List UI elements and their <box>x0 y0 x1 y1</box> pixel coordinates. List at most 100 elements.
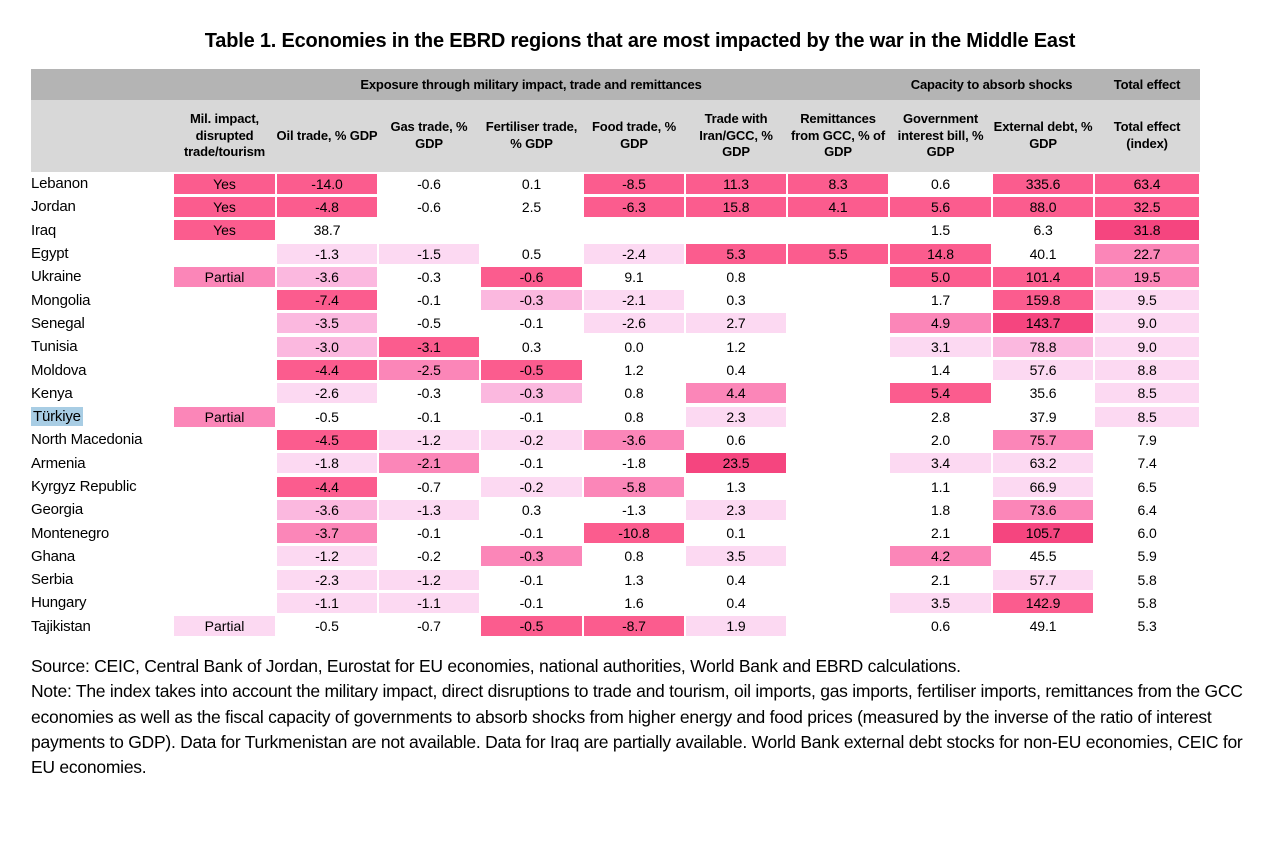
data-cell: 5.9 <box>1094 545 1200 568</box>
data-cell: 31.8 <box>1094 219 1200 242</box>
cell-value <box>174 546 275 567</box>
cell-value: -14.0 <box>277 173 377 194</box>
cell-value: 2.1 <box>890 523 992 544</box>
cell-value <box>174 290 275 311</box>
economy-name-cell: Türkiye <box>31 405 173 428</box>
table-row: Serbia -2.3 -1.2 -0.1 1.3 0.4 2.1 57.7 5.8 <box>31 568 1200 591</box>
data-cell: 75.7 <box>992 428 1094 451</box>
cell-value: 1.3 <box>686 476 786 497</box>
data-cell: 0.1 <box>685 521 787 544</box>
military-impact-cell <box>173 452 276 475</box>
data-cell: 9.0 <box>1094 312 1200 335</box>
data-cell: 1.8 <box>889 498 992 521</box>
cell-value: 49.1 <box>993 616 1094 637</box>
footnote-source: Source: CEIC, Central Bank of Jordan, Eu… <box>31 655 961 676</box>
cell-value: Yes <box>174 196 275 217</box>
cell-value: -1.2 <box>379 429 479 450</box>
military-impact-cell <box>173 382 276 405</box>
cell-value: 1.2 <box>686 336 786 357</box>
cell-value: -0.5 <box>379 313 479 334</box>
cell-value: 0.0 <box>584 336 684 357</box>
economy-name-cell: Tajikistan <box>31 617 91 635</box>
cell-value: -4.5 <box>277 429 377 450</box>
cell-value: 6.3 <box>993 220 1094 241</box>
data-cell: 8.5 <box>1094 382 1200 405</box>
sub-header-row: Mil. impact, disrupted trade/tourism Oil … <box>31 100 1201 172</box>
table-row: Türkiye Partial -0.5 -0.1 -0.1 0.8 2.3 2.8 37.9 8… <box>31 405 1200 428</box>
cell-value: -7.4 <box>277 290 377 311</box>
data-cell: -3.6 <box>583 428 685 451</box>
impact-table: Exposure through military impact, trade … <box>31 69 1201 638</box>
data-cell: 7.4 <box>1094 452 1200 475</box>
data-cell: 73.6 <box>992 498 1094 521</box>
data-cell: 1.5 <box>889 219 992 242</box>
cell-value: 1.1 <box>890 476 992 497</box>
cell-value: 0.8 <box>584 383 684 404</box>
data-cell <box>787 405 889 428</box>
cell-value: 6.0 <box>1095 523 1200 544</box>
data-cell: 0.8 <box>685 265 787 288</box>
cell-value <box>788 336 889 357</box>
data-cell: -4.5 <box>276 428 378 451</box>
data-cell: -1.5 <box>378 242 480 265</box>
cell-value <box>379 220 479 241</box>
cell-value: -0.5 <box>277 616 377 637</box>
economy-name-cell: Kyrgyz Republic <box>31 478 137 495</box>
cell-value <box>174 499 275 520</box>
data-cell: 5.3 <box>1094 615 1200 638</box>
cell-value: -0.3 <box>481 383 582 404</box>
military-impact-cell: Partial <box>173 265 276 288</box>
cell-value <box>788 313 889 334</box>
data-cell: -0.2 <box>480 428 583 451</box>
military-impact-cell <box>173 591 276 614</box>
cell-value: -0.2 <box>481 429 582 450</box>
data-cell: 1.7 <box>889 288 992 311</box>
data-cell: 6.5 <box>1094 475 1200 498</box>
cell-value: -2.1 <box>379 453 479 474</box>
cell-value: -0.3 <box>379 383 479 404</box>
data-cell: -0.1 <box>378 521 480 544</box>
data-cell: 2.1 <box>889 521 992 544</box>
data-cell: 0.3 <box>480 498 583 521</box>
column-header-trade-with-iran-gcc-gdp: Trade with Iran/GCC, % GDP <box>685 100 787 172</box>
cell-value: -0.6 <box>379 173 479 194</box>
table-row: Iraq Yes 38.7 1.5 6.3 31.8 <box>31 219 1200 242</box>
column-header-remittances-from-gcc-of-gdp: Remittances from GCC, % of GDP <box>787 100 890 172</box>
cell-value: 88.0 <box>993 196 1094 217</box>
cell-value: -3.0 <box>277 336 377 357</box>
data-cell: 1.2 <box>583 358 685 381</box>
data-cell: -0.1 <box>480 452 583 475</box>
cell-value: 7.9 <box>1095 429 1200 450</box>
military-impact-cell <box>173 358 276 381</box>
economy-name-cell: Mongolia <box>31 291 91 309</box>
column-header-external-debt-gdp: External debt, % GDP <box>992 100 1095 172</box>
military-impact-cell <box>173 288 276 311</box>
cell-value: -1.2 <box>277 546 377 567</box>
economy-name-cell: Georgia <box>31 501 83 519</box>
data-cell: -0.1 <box>480 405 583 428</box>
data-cell: -0.1 <box>480 521 583 544</box>
cell-value: -1.8 <box>277 453 377 474</box>
economy-name-cell: Ghana <box>31 547 76 565</box>
cell-value: 2.8 <box>890 406 992 427</box>
data-cell: 6.0 <box>1094 521 1200 544</box>
cell-value <box>174 313 275 334</box>
data-cell: -0.5 <box>276 615 378 638</box>
cell-value: -8.5 <box>584 173 684 194</box>
table-row: Hungary -1.1 -1.1 -0.1 1.6 0.4 3.5 142.9 5.8 <box>31 591 1200 614</box>
cell-value: 0.8 <box>584 406 684 427</box>
cell-value: 66.9 <box>993 476 1094 497</box>
economy-name-cell: Jordan <box>31 198 76 216</box>
data-cell: 5.8 <box>1094 591 1200 614</box>
data-cell: -3.6 <box>276 498 378 521</box>
military-impact-cell: Partial <box>173 405 276 428</box>
table-body: Lebanon Yes -14.0 -0.6 0.1 -8.5 11.3 8.3 0.6 335.… <box>31 172 1200 638</box>
cell-value: -6.3 <box>584 196 684 217</box>
cell-value: 63.2 <box>993 453 1094 474</box>
military-impact-cell <box>173 335 276 358</box>
cell-value: 8.5 <box>1095 406 1200 427</box>
data-cell: 8.5 <box>1094 405 1200 428</box>
data-cell: 9.1 <box>583 265 685 288</box>
cell-value <box>174 336 275 357</box>
